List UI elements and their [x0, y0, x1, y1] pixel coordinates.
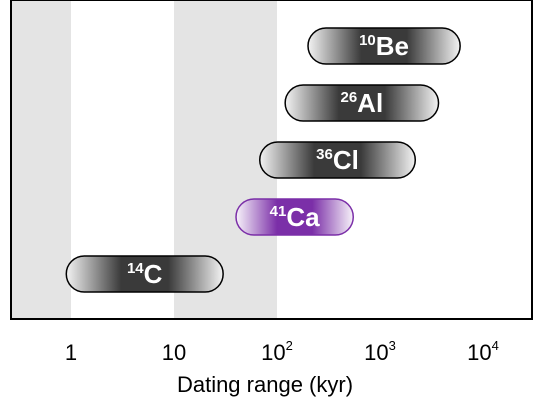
isotope-label-ca: 41Ca: [270, 202, 320, 232]
isotope-label-be: 10Be: [359, 31, 409, 61]
isotope-label-al: 26Al: [340, 88, 383, 118]
range-bar-al: 26Al: [284, 84, 440, 122]
range-bar-fill: [65, 255, 224, 293]
x-tick-label: 10: [162, 340, 186, 365]
isotope-label-cl: 36Cl: [316, 145, 359, 175]
range-bar-fill: [284, 84, 440, 122]
x-tick-label: 102: [261, 338, 293, 365]
range-bar-be: 10Be: [307, 27, 461, 65]
plot-frame: [10, 0, 533, 320]
x-tick-label: 104: [467, 338, 499, 365]
range-bar-c: 14C: [65, 255, 224, 293]
range-bar-ca: 41Ca: [235, 198, 355, 236]
range-bar-fill: [235, 198, 355, 236]
range-bar-fill: [258, 141, 417, 179]
range-bar-cl: 36Cl: [258, 141, 417, 179]
range-bar-fill: [307, 27, 461, 65]
background-band: [11, 0, 71, 319]
x-tick-label: 1: [65, 340, 77, 365]
x-tick-label: 103: [364, 338, 396, 365]
isotope-label-c: 14C: [127, 259, 163, 289]
x-axis-title: Dating range (kyr): [177, 372, 353, 397]
